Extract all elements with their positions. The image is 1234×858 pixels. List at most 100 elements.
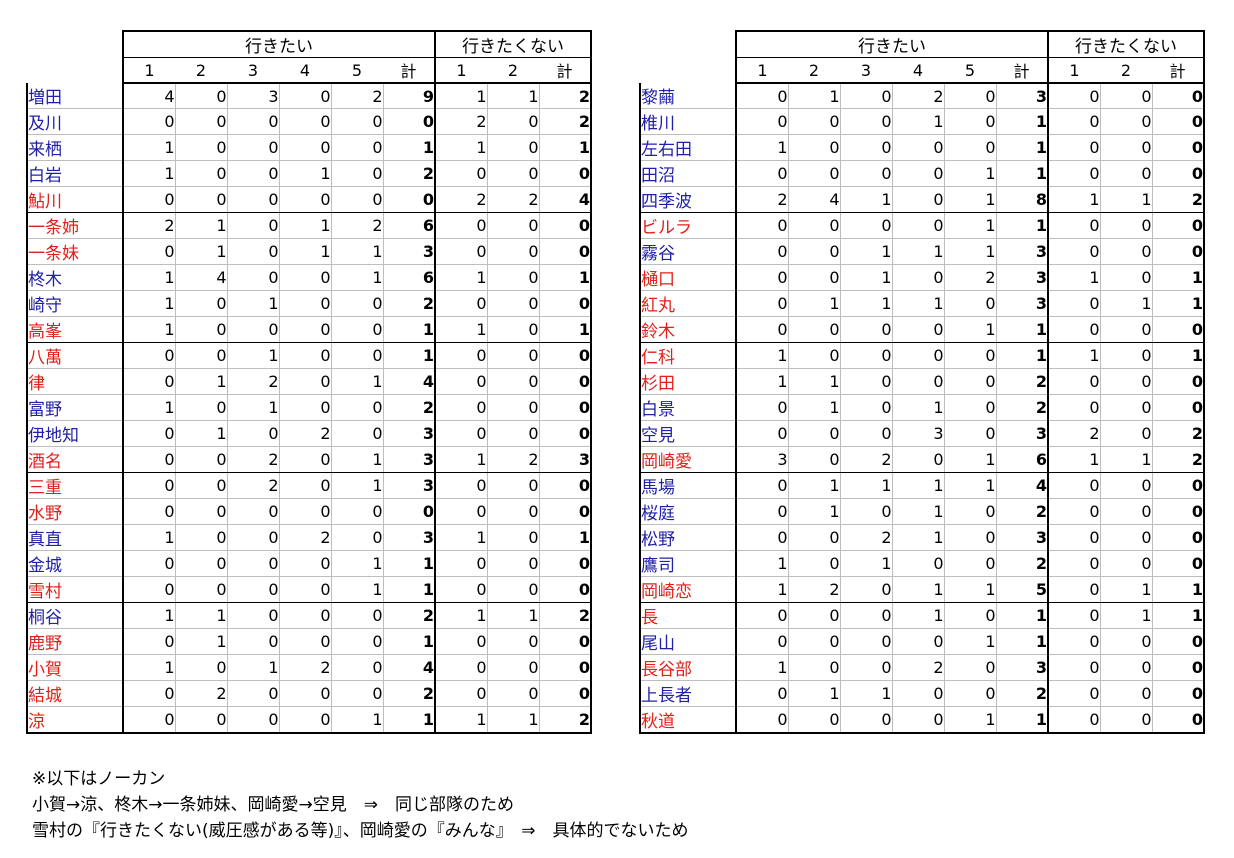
subheader-cell: 計: [383, 57, 436, 84]
not-want-count: 0: [487, 654, 540, 681]
not-want-total: 1: [539, 316, 592, 343]
not-want-count: 0: [487, 394, 540, 421]
want-count: 1: [944, 186, 997, 213]
want-count: 0: [123, 342, 176, 369]
row-name: 紅丸: [639, 290, 737, 317]
want-total: 1: [383, 550, 436, 577]
table-row: 増田 4 0 3 0 2 9 1 1 2: [26, 83, 592, 109]
want-count: 0: [227, 134, 280, 161]
want-count: 1: [788, 680, 841, 707]
table-row: 金城 0 0 0 0 1 1 0 0 0: [26, 550, 592, 577]
want-count: 1: [123, 160, 176, 187]
want-count: 0: [279, 342, 332, 369]
want-count: 1: [892, 602, 945, 629]
want-count: 0: [892, 628, 945, 655]
want-total: 3: [383, 524, 436, 551]
want-count: 0: [788, 550, 841, 577]
want-count: 1: [892, 472, 945, 499]
row-name: 杉田: [639, 368, 737, 395]
want-count: 2: [788, 576, 841, 603]
want-count: 0: [840, 160, 893, 187]
want-count: 3: [227, 83, 280, 109]
want-count: 1: [840, 472, 893, 499]
want-count: 0: [840, 654, 893, 681]
want-count: 1: [892, 290, 945, 317]
want-total: 2: [996, 394, 1049, 421]
not-want-total: 0: [1152, 160, 1205, 187]
want-count: 0: [227, 264, 280, 291]
want-count: 2: [227, 368, 280, 395]
want-count: 1: [175, 212, 228, 239]
table-row: 椎川 0 0 0 1 0 1 0 0 0: [639, 108, 1205, 135]
subheader-cell: 4: [892, 57, 944, 84]
table-row: 桜庭 0 1 0 1 0 2 0 0 0: [639, 498, 1205, 525]
not-want-count: 0: [1100, 212, 1153, 239]
want-total: 1: [996, 160, 1049, 187]
row-name: 空見: [639, 420, 737, 447]
want-count: 2: [227, 472, 280, 499]
not-want-total: 0: [1152, 654, 1205, 681]
not-want-count: 0: [487, 498, 540, 525]
want-count: 0: [788, 316, 841, 343]
row-name: 八萬: [26, 342, 124, 369]
not-want-count: 0: [1048, 134, 1101, 161]
table-row: 崎守 1 0 1 0 0 2 0 0 0: [26, 290, 592, 317]
want-count: 0: [944, 602, 997, 629]
want-count: 0: [944, 108, 997, 135]
want-count: 0: [227, 498, 280, 525]
not-want-count: 0: [435, 576, 488, 603]
want-count: 4: [788, 186, 841, 213]
want-total: 3: [383, 472, 436, 499]
want-count: 0: [788, 628, 841, 655]
want-count: 2: [123, 212, 176, 239]
row-name: 高峯: [26, 316, 124, 343]
want-count: 0: [944, 498, 997, 525]
table-row: 鹿野 0 1 0 0 0 1 0 0 0: [26, 628, 592, 655]
want-count: 0: [892, 134, 945, 161]
row-name: 鹿野: [26, 628, 124, 655]
not-want-count: 1: [487, 602, 540, 629]
want-count: 2: [840, 446, 893, 473]
want-count: 0: [736, 316, 789, 343]
not-want-total: 0: [1152, 706, 1205, 734]
want-count: 0: [892, 212, 945, 239]
not-want-count: 0: [1048, 316, 1101, 343]
row-name: 岡崎恋: [639, 576, 737, 603]
want-count: 0: [227, 160, 280, 187]
want-count: 0: [892, 680, 945, 707]
row-name: 長谷部: [639, 654, 737, 681]
not-want-total: 0: [1152, 550, 1205, 577]
table-row: 柊木 1 4 0 0 1 6 1 0 1: [26, 264, 592, 291]
want-count: 0: [944, 394, 997, 421]
row-name: 崎守: [26, 290, 124, 317]
want-count: 1: [123, 602, 176, 629]
table-row: 空見 0 0 0 3 0 3 2 0 2: [639, 420, 1205, 447]
not-want-total: 2: [539, 602, 592, 629]
want-count: 0: [944, 680, 997, 707]
not-want-count: 0: [435, 290, 488, 317]
row-name: 椎川: [639, 108, 737, 135]
want-total: 3: [383, 420, 436, 447]
want-count: 0: [279, 472, 332, 499]
row-name: 黎繭: [639, 83, 737, 109]
table-row: 四季波 2 4 1 0 1 8 1 1 2: [639, 186, 1205, 213]
want-count: 0: [123, 680, 176, 707]
want-count: 1: [892, 498, 945, 525]
not-want-count: 0: [1100, 108, 1153, 135]
not-want-count: 1: [1100, 290, 1153, 317]
not-want-count: 1: [1048, 186, 1101, 213]
want-count: 2: [279, 420, 332, 447]
table-row: 田沼 0 0 0 0 1 1 0 0 0: [639, 160, 1205, 187]
not-want-count: 0: [1048, 628, 1101, 655]
not-want-total: 0: [539, 576, 592, 603]
not-want-count: 0: [435, 550, 488, 577]
note-line: ※以下はノーカン: [32, 769, 166, 789]
not-want-count: 1: [435, 316, 488, 343]
want-count: 0: [788, 160, 841, 187]
subheader-cell: 2: [175, 57, 227, 84]
want-count: 0: [175, 498, 228, 525]
want-count: 0: [736, 290, 789, 317]
not-want-total: 0: [539, 550, 592, 577]
